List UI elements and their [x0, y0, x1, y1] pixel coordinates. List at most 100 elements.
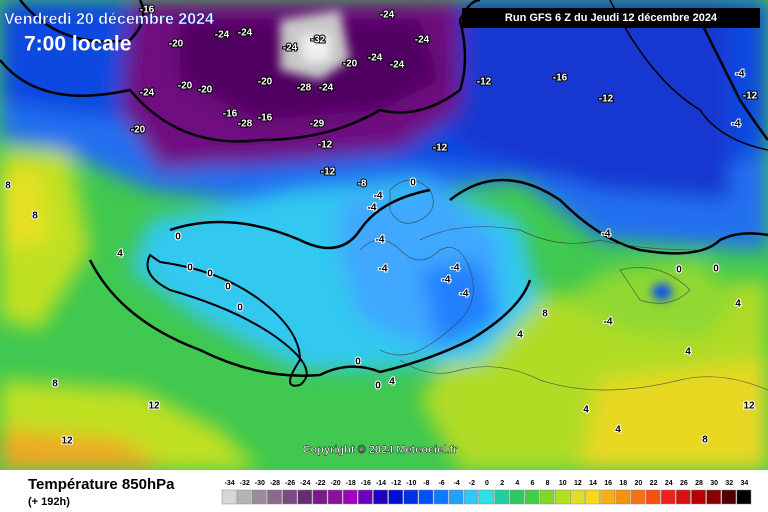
contour-label: -12: [321, 167, 336, 178]
color-scale: -34 -32 -30 -28 -26 -24 -22 -20 -18 -16 -14 -12 -10-…: [221, 480, 752, 505]
scale-label: -26: [285, 480, 295, 487]
contour-label: -4: [442, 275, 451, 286]
scale-label: 16: [604, 480, 612, 487]
scale-swatch: [554, 489, 570, 505]
contour-label: -24: [380, 10, 395, 21]
forecast-date: Vendredi 20 décembre 2024: [4, 11, 214, 28]
scale-swatch: [524, 489, 540, 505]
contour-label: -12: [599, 94, 614, 105]
contour-label: -20: [198, 85, 213, 96]
scale-label: 22: [650, 480, 658, 487]
contour-label: -20: [258, 77, 273, 88]
contour-label: -4: [451, 263, 460, 274]
contour-label: 0: [676, 265, 682, 276]
scale-swatch: [645, 489, 661, 505]
contour-label: 0: [355, 357, 361, 368]
scale-label: -6: [438, 480, 444, 487]
temperature-field: [0, 0, 768, 470]
contour-label: -24: [390, 60, 405, 71]
contour-label: 4: [389, 377, 395, 388]
scale-label: -18: [346, 480, 356, 487]
scale-swatch: [388, 489, 403, 505]
contour-label: -4: [602, 229, 611, 240]
contour-label: 8: [542, 309, 548, 320]
scale-swatch: [615, 489, 631, 505]
contour-label: -24: [215, 30, 230, 41]
contour-label: 12: [743, 401, 755, 412]
contour-label: 4: [615, 425, 621, 436]
contour-label: 0: [207, 269, 213, 280]
contour-label: -12: [318, 140, 333, 151]
scale-label: 0: [485, 480, 489, 487]
scale-label: -24: [300, 480, 310, 487]
run-info: Run GFS 6 Z du Jeudi 12 décembre 2024: [505, 12, 718, 24]
scale-swatch: [267, 489, 282, 505]
scale-swatch: [418, 489, 434, 505]
scale-swatch: [252, 489, 267, 505]
scale-swatch: [721, 489, 737, 505]
copyright: Copyright © 2024 Meteociel.fr: [303, 444, 459, 456]
contour-label: -4: [736, 69, 745, 80]
contour-label: -24: [140, 88, 155, 99]
contour-label: -4: [460, 289, 469, 300]
contour-label: -20: [343, 59, 358, 70]
contour-label: -8: [358, 179, 367, 190]
contour-label: 0: [225, 282, 231, 293]
scale-label: -14: [376, 480, 386, 487]
contour-label: 0: [175, 232, 181, 243]
contour-label: 0: [375, 381, 381, 392]
scale-label: -22: [315, 480, 325, 487]
forecast-time: 7:00 locale: [24, 33, 131, 56]
contour-label: -4: [376, 235, 385, 246]
scale-swatch: [342, 489, 358, 505]
contour-label: 0: [713, 264, 719, 275]
contour-label: -20: [131, 125, 146, 136]
scale-label: -12: [391, 480, 401, 487]
contour-label: 8: [52, 379, 58, 390]
contour-label: -28: [238, 119, 253, 130]
contour-label: -12: [743, 91, 758, 102]
scale-label: 2: [500, 480, 504, 487]
scale-swatch: [706, 489, 721, 505]
scale-label: -4: [454, 480, 460, 487]
contour-label: -24: [368, 53, 383, 64]
scale-swatch: [403, 489, 419, 505]
scale-label: 8: [546, 480, 550, 487]
contour-label: -12: [433, 143, 448, 154]
scale-swatch: [297, 489, 313, 505]
contour-label: -16: [258, 113, 273, 124]
scale-label: 6: [530, 480, 534, 487]
scale-label: -34: [225, 480, 235, 487]
scale-label: -10: [406, 480, 416, 487]
scale-label: 20: [635, 480, 643, 487]
scale-swatch: [327, 489, 343, 505]
contour-label: -24: [283, 43, 298, 54]
contour-label: -12: [477, 77, 492, 88]
scale-label: -16: [361, 480, 371, 487]
scale-label: -30: [255, 480, 265, 487]
contour-label: 0: [187, 263, 193, 274]
scale-swatch: [585, 489, 600, 505]
scale-label: 24: [665, 480, 673, 487]
scale-swatch: [464, 489, 479, 505]
coastlines: [359, 179, 768, 391]
scale-swatch: [479, 489, 494, 505]
contour-labels: -20-24 -24-24-32-20-24-24-24-24-16-24-20-…: [4, 4, 758, 448]
contour-label: 8: [702, 435, 708, 446]
contour-label: -29: [310, 119, 325, 130]
scale-swatch: [282, 489, 297, 505]
scale-swatch: [660, 489, 676, 505]
contour-label: -24: [319, 83, 334, 94]
contour-label: 4: [685, 347, 691, 358]
scale-label: 4: [515, 480, 519, 487]
contour-label: 4: [583, 405, 589, 416]
scale-swatch: [676, 489, 691, 505]
scale-swatch: [736, 489, 752, 505]
contour-label: -16: [223, 109, 238, 120]
scale-swatch: [373, 489, 388, 505]
legend-title: Température 850hPa: [28, 476, 175, 493]
scale-swatch: [570, 489, 585, 505]
contour-label: -4: [379, 264, 388, 275]
contour-label: 8: [5, 181, 11, 192]
